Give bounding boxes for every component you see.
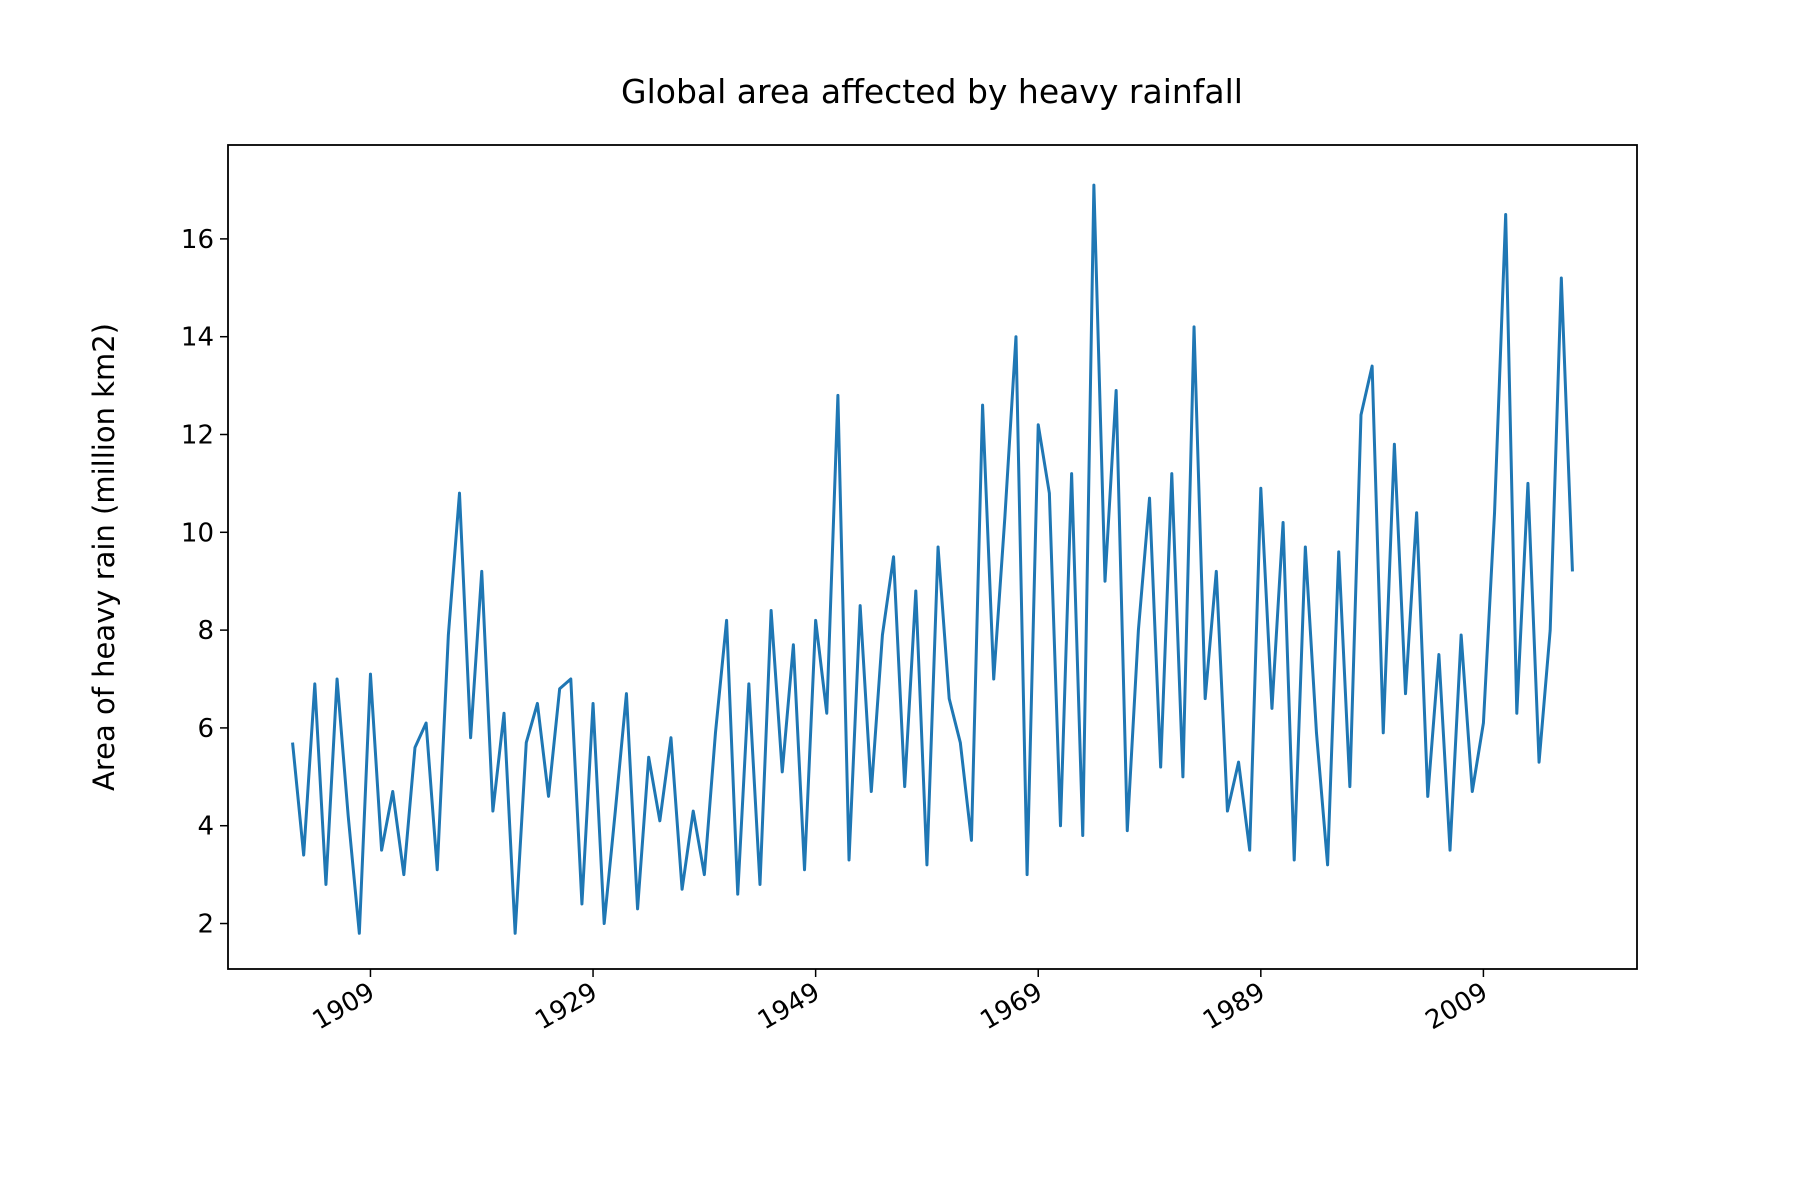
x-tick-label: 1909: [308, 977, 380, 1036]
y-tick-label: 12: [181, 421, 214, 451]
y-tick-label: 4: [197, 812, 214, 842]
x-tick-label: 2009: [1421, 977, 1493, 1036]
y-tick-label: 10: [181, 518, 214, 548]
chart-title: Global area affected by heavy rainfall: [621, 72, 1243, 111]
data-line: [291, 183, 1574, 935]
y-axis-label: Area of heavy rain (million km2): [87, 323, 121, 791]
x-tick-label: 1949: [753, 977, 825, 1036]
y-tick-label: 16: [181, 225, 214, 255]
x-tick-label: 1929: [530, 977, 602, 1036]
x-tick-label: 1989: [1198, 977, 1270, 1036]
y-tick-label: 2: [197, 910, 214, 940]
x-tick-label: 1969: [975, 977, 1047, 1036]
plot-frame: [227, 144, 1638, 970]
y-tick-label: 8: [197, 616, 214, 646]
y-tick-label: 14: [181, 323, 214, 353]
y-tick-label: 6: [197, 714, 214, 744]
